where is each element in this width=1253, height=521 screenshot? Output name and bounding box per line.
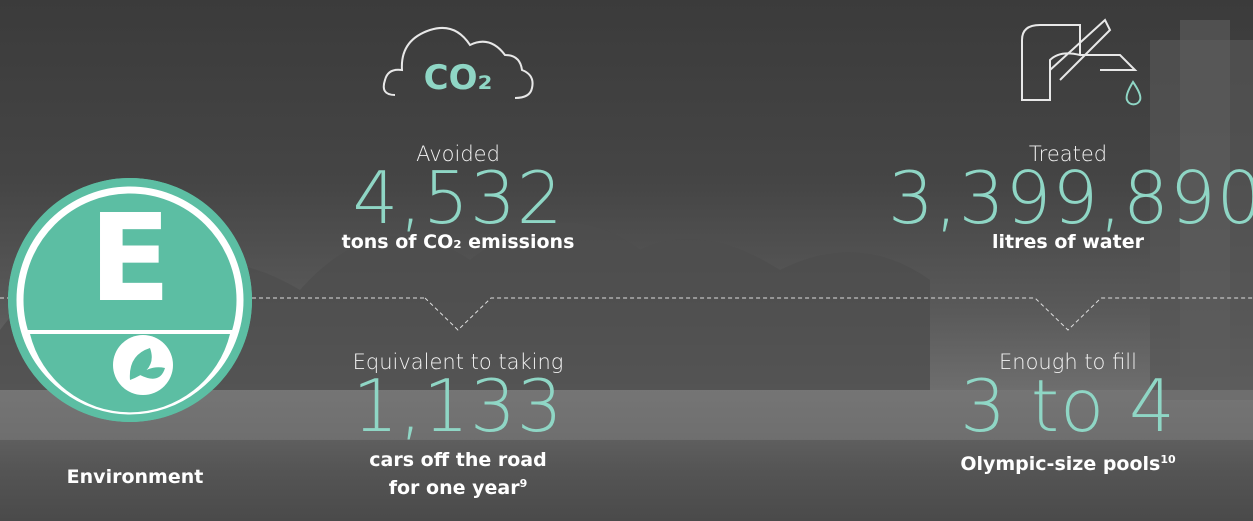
equivalent-value: 3 to 4 bbox=[918, 374, 1218, 438]
stat-value: 4,532 bbox=[308, 166, 608, 230]
equivalent-column: Enough to fill 3 to 4 Olympic-size pools… bbox=[918, 350, 1218, 476]
equivalent-value: 1,133 bbox=[308, 374, 608, 438]
equivalent-unit: cars off the road for one year9 bbox=[308, 448, 608, 500]
stat-column: Avoided 4,532 tons of CO₂ emissions bbox=[308, 142, 608, 254]
unit-line: Olympic-size pools bbox=[960, 453, 1160, 475]
infographic: E Environment CO₂ Avoided 4,532 tons of … bbox=[0, 0, 1253, 521]
footnote: 9 bbox=[520, 477, 528, 490]
badge-letter: E bbox=[70, 190, 190, 330]
icon-text: CO₂ bbox=[408, 58, 508, 98]
badge-label: Environment bbox=[50, 466, 220, 488]
stat-value: 3,399,890 bbox=[888, 166, 1248, 230]
unit-line: cars off the road bbox=[369, 449, 546, 471]
stat-unit: tons of CO₂ emissions bbox=[308, 230, 608, 254]
unit-line: for one year bbox=[389, 477, 520, 499]
equivalent-unit: Olympic-size pools10 bbox=[918, 448, 1218, 476]
stat-column: Treated 3,399,890 litres of water bbox=[888, 142, 1248, 254]
equivalent-column: Equivalent to taking 1,133 cars off the … bbox=[308, 350, 608, 500]
footnote: 10 bbox=[1160, 453, 1175, 466]
